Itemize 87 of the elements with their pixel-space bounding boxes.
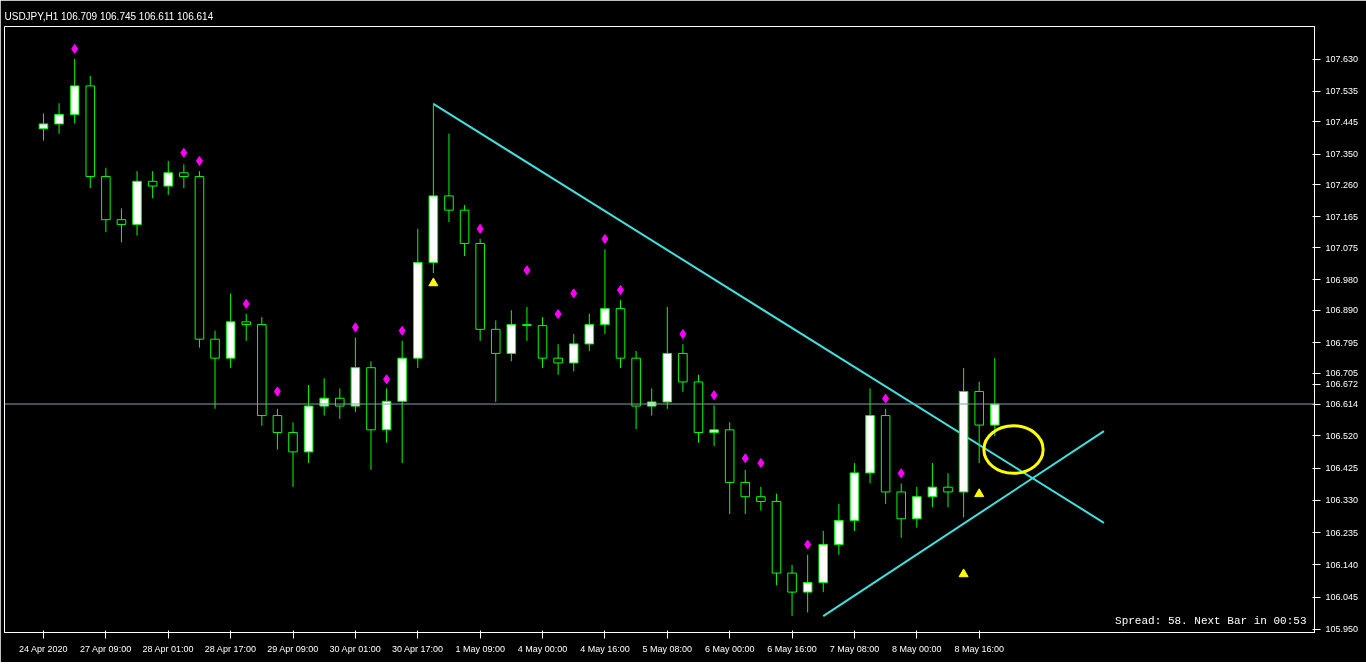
x-tick-label: 30 Apr 17:00	[392, 643, 444, 654]
y-tick-label: 106.045	[1325, 592, 1359, 603]
x-tick-label: 4 May 16:00	[580, 643, 630, 654]
candlestick	[740, 469, 751, 515]
y-tick-label: 106.672	[1325, 379, 1359, 390]
x-tick-label: 7 May 08:00	[829, 643, 880, 654]
candlestick	[116, 207, 127, 243]
y-tick-label: 106.235	[1325, 527, 1359, 538]
candlestick	[210, 330, 220, 410]
point	[741, 453, 749, 464]
y-tick-label: 106.795	[1325, 337, 1359, 348]
y-tick-label: 106.705	[1325, 368, 1359, 379]
point	[897, 468, 905, 479]
point	[617, 284, 625, 295]
candlestick	[272, 408, 283, 451]
x-tick-label: 6 May 16:00	[767, 643, 817, 654]
x-tick-label: 29 Apr 09:00	[267, 643, 319, 654]
y-tick-label: 107.350	[1325, 149, 1359, 160]
candlestick	[179, 163, 189, 189]
point	[476, 223, 484, 234]
candlestick	[912, 486, 922, 529]
point	[180, 147, 188, 158]
point	[710, 390, 718, 401]
point	[383, 374, 391, 385]
point	[523, 265, 531, 276]
y-tick-label: 106.425	[1325, 463, 1359, 474]
point	[679, 329, 687, 340]
point	[428, 277, 439, 287]
y-tick-label: 106.140	[1325, 559, 1359, 570]
candlestick	[38, 112, 49, 142]
candlestick	[709, 404, 719, 447]
x-tick-label: 1 May 09:00	[455, 643, 505, 654]
candlestick	[568, 333, 579, 372]
point	[195, 155, 203, 166]
x-tick-label: 8 May 16:00	[954, 643, 1004, 654]
candlestick	[756, 486, 766, 512]
y-tick-label: 107.260	[1325, 179, 1359, 190]
point	[804, 539, 812, 550]
x-tick-label: 8 May 00:00	[892, 643, 942, 654]
ref-line-label: 106.614	[1325, 399, 1359, 410]
y-tick-label: 106.330	[1325, 495, 1359, 506]
candlestick	[444, 133, 454, 223]
y-tick-label: 107.165	[1325, 211, 1359, 222]
candlestick	[163, 160, 174, 196]
x-tick-label: 5 May 08:00	[642, 643, 693, 654]
candlestick	[553, 343, 563, 376]
candlestick	[787, 564, 797, 617]
annotation: Spread: 58. Next Bar in 00:53	[1115, 614, 1307, 627]
point	[273, 386, 281, 397]
candlestick	[943, 472, 953, 508]
chart-title: USDJPY,H1 106.709 106.745 106.611 106.614	[4, 10, 214, 22]
candlestick	[288, 421, 298, 488]
candlestick	[147, 170, 158, 199]
y-tick-label: 106.520	[1325, 430, 1359, 441]
candlestick	[54, 102, 64, 135]
y-tick-label: 105.950	[1325, 624, 1359, 635]
candlestick	[990, 357, 1000, 437]
candlestick	[802, 554, 813, 613]
point	[958, 568, 969, 578]
x-tick-label: 6 May 00:00	[704, 643, 755, 654]
y-tick-label: 107.535	[1325, 86, 1359, 97]
x-tick-label: 27 Apr 09:00	[80, 643, 132, 654]
point	[757, 458, 765, 469]
point	[351, 322, 359, 333]
y-tick-label: 107.075	[1325, 242, 1359, 253]
point	[601, 234, 609, 245]
point	[570, 288, 578, 299]
y-tick-label: 106.890	[1325, 305, 1359, 316]
candlestick	[241, 313, 252, 342]
candlestick	[584, 313, 595, 352]
y-tick-label: 107.445	[1325, 116, 1359, 127]
point	[242, 298, 250, 309]
point	[554, 309, 562, 320]
point	[398, 325, 406, 336]
x-tick-label: 24 Apr 2020	[18, 643, 68, 654]
x-tick-label: 4 May 00:00	[517, 643, 568, 654]
x-tick-label: 28 Apr 17:00	[204, 643, 256, 654]
point	[974, 488, 985, 498]
y-tick-label: 106.980	[1325, 274, 1359, 285]
x-tick-label: 30 Apr 01:00	[329, 643, 381, 654]
candlestick	[927, 462, 938, 508]
point	[71, 43, 79, 54]
y-tick-label: 107.630	[1325, 54, 1359, 65]
x-tick-label: 28 Apr 01:00	[142, 643, 194, 654]
candlestick	[522, 306, 532, 342]
candlestick	[600, 248, 610, 335]
point	[882, 393, 890, 404]
